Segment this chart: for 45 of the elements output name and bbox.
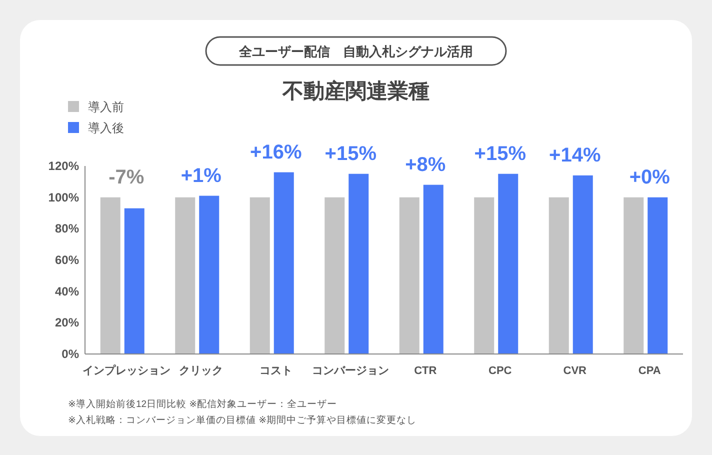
- bar: [250, 197, 270, 354]
- annotation: +1%: [180, 164, 222, 187]
- chart-title: 不動産関連業種: [282, 79, 430, 103]
- x-tick-label: コンバージョン: [312, 365, 390, 377]
- y-tick-label: 60%: [54, 253, 80, 267]
- annotation: +0%: [629, 166, 670, 188]
- bar: [324, 197, 345, 354]
- annotation: -7%: [108, 166, 144, 188]
- y-tick-label: 100%: [48, 190, 80, 204]
- x-tick-label: クリック: [179, 365, 224, 377]
- y-tick-label: 40%: [54, 284, 80, 298]
- x-tick-label: CVR: [563, 365, 587, 377]
- annotation: +8%: [405, 154, 446, 176]
- y-tick-label: 80%: [54, 222, 80, 236]
- bar: [498, 174, 518, 354]
- bar: [474, 197, 494, 354]
- bar: [124, 208, 144, 354]
- legend-label: 導入後: [88, 121, 124, 135]
- x-tick-label: インプレッション: [82, 364, 170, 377]
- annotation: +16%: [250, 141, 302, 164]
- bar: [175, 197, 196, 354]
- x-tick-label: CTR: [414, 365, 437, 377]
- x-tick-label: コスト: [259, 365, 292, 377]
- bar: [548, 197, 569, 354]
- x-tick-label: CPA: [638, 365, 661, 377]
- x-tick-label: CPC: [488, 365, 512, 377]
- bar: [648, 197, 668, 354]
- bar: [100, 197, 120, 354]
- bar: [624, 197, 644, 354]
- annotation: +14%: [549, 144, 601, 166]
- bar: [399, 197, 420, 354]
- legend-label: 導入前: [88, 100, 124, 114]
- y-tick-label: 20%: [54, 316, 80, 330]
- text: ※入札戦略：コンバージョン単価の目標値 ※期間中ご予算や目標値に変更なし: [68, 414, 417, 426]
- text: ※導入開始前後12日間比較 ※配信対象ユーザー：全ユーザー: [68, 398, 338, 410]
- y-tick-label: 0%: [62, 347, 80, 361]
- bar: [274, 172, 294, 354]
- bar: [423, 184, 444, 354]
- bar: [348, 174, 369, 354]
- chart-subtitle: 全ユーザー配信 自動入札シグナル活用: [238, 44, 473, 59]
- annotation: +15%: [324, 142, 377, 165]
- bar: [199, 196, 220, 354]
- bar: [572, 175, 593, 354]
- y-tick-label: 120%: [48, 159, 80, 173]
- annotation: +15%: [474, 142, 526, 165]
